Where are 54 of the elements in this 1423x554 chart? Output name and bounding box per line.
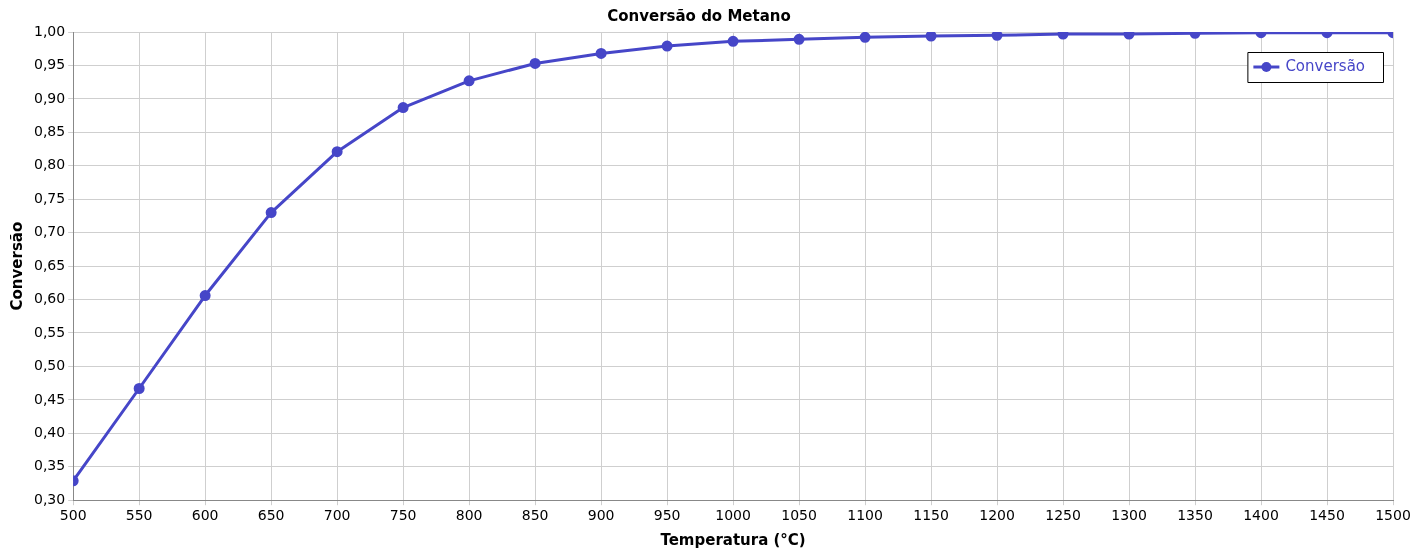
y-tick-label: 0,85 — [34, 122, 66, 139]
x-axis-title: Temperatura (°C) — [660, 530, 806, 549]
x-tick-label: 500 — [59, 507, 87, 524]
y-tick-label: 0,60 — [34, 290, 66, 307]
x-tick-label: 1150 — [913, 507, 949, 524]
point — [925, 32, 937, 42]
point — [859, 32, 871, 43]
point — [397, 102, 409, 114]
chart-title: Conversão do Metano — [607, 6, 791, 25]
x-tick-label: 1350 — [1177, 507, 1213, 524]
x-tick-label: 1000 — [715, 507, 751, 524]
point — [199, 290, 211, 302]
point — [595, 47, 607, 59]
point — [133, 383, 145, 394]
x-tick-label: 1300 — [1111, 507, 1147, 524]
point — [529, 57, 541, 69]
x-tick-label: 600 — [191, 507, 219, 524]
y-axis-title: Conversão — [7, 221, 26, 311]
y-tick-label: 0,75 — [34, 189, 66, 206]
x-tick-label: 1200 — [979, 507, 1015, 524]
x-tick-label: 750 — [389, 507, 417, 524]
x-tick-label: 1400 — [1243, 507, 1279, 524]
x-tick-label: 700 — [323, 507, 351, 524]
x-tick-label: 1250 — [1045, 507, 1081, 524]
point — [661, 40, 673, 52]
point — [331, 146, 343, 158]
point — [727, 35, 739, 47]
point — [991, 32, 1003, 41]
y-tick-label: 0,55 — [34, 323, 66, 340]
y-tick-label: 0,35 — [34, 457, 66, 474]
x-tick-label: 550 — [125, 507, 153, 524]
x-tick-label: 1450 — [1309, 507, 1345, 524]
y-tick-label: 0,80 — [34, 156, 66, 173]
x-tick-label: 800 — [455, 507, 483, 524]
y-tick-label: 0,65 — [34, 256, 66, 273]
point — [265, 207, 277, 219]
y-tick-label: 0,30 — [34, 490, 66, 507]
y-tick-label: 0,70 — [34, 223, 66, 240]
legend-label: Conversão — [1285, 56, 1366, 75]
y-tick-label: 0,45 — [34, 390, 66, 407]
x-tick-label: 850 — [521, 507, 549, 524]
point — [793, 33, 805, 45]
x-tick-label: 1500 — [1375, 507, 1411, 524]
y-tick-label: 1,00 — [34, 22, 66, 39]
point — [463, 75, 475, 87]
x-tick-label: 1100 — [847, 507, 883, 524]
x-tick-label: 1050 — [781, 507, 817, 524]
x-tick-label: 900 — [587, 507, 615, 524]
y-tick-label: 0,95 — [34, 56, 66, 73]
y-tick-label: 0,50 — [34, 357, 66, 374]
y-tick-label: 0,90 — [34, 89, 66, 106]
x-tick-label: 950 — [653, 507, 681, 524]
x-tick-label: 650 — [257, 507, 285, 524]
y-tick-label: 0,40 — [34, 423, 66, 440]
